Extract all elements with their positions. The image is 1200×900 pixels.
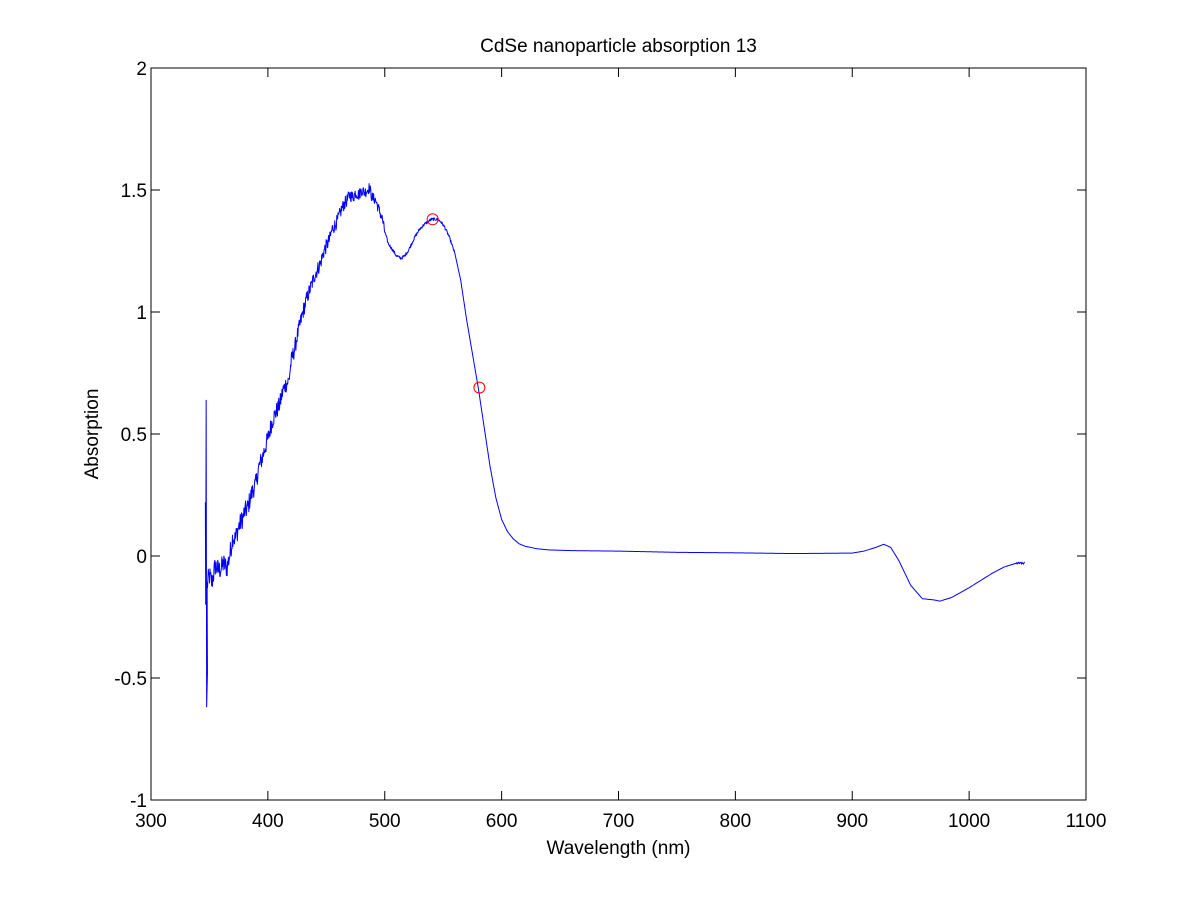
y-tick-label: -0.5 <box>114 669 147 690</box>
x-tick-label: 300 <box>135 811 167 832</box>
y-tick-label: 1 <box>136 303 147 324</box>
peak-marker <box>473 381 486 394</box>
axes-box <box>150 67 1087 801</box>
ticks-layer: 300 400 500 600 700 800 900 1000 1100 -1 -0.5 0 0.5 1… <box>114 59 1106 832</box>
chart-title: CdSe nanoparticle absorption 13 <box>480 36 757 57</box>
x-tick-label: 800 <box>720 811 752 832</box>
spectrum-spikes <box>204 399 208 708</box>
y-tick-label: 2 <box>136 59 147 80</box>
x-tick-label: 700 <box>603 811 635 832</box>
y-tick-label: 0 <box>136 547 147 568</box>
x-tick-label: 500 <box>369 811 401 832</box>
x-tick-label: 600 <box>486 811 518 832</box>
peak-marker <box>426 213 439 226</box>
y-axis-label: Absorption <box>82 389 103 480</box>
marker-layer <box>426 213 486 394</box>
y-tick-label: 1.5 <box>121 181 147 202</box>
x-tick-label: 400 <box>252 811 284 832</box>
x-tick-label: 1000 <box>948 811 990 832</box>
data-layer <box>204 183 1025 708</box>
plot-area: 300 400 500 600 700 800 900 1000 1100 -1 -0.5 0 0.5 1… <box>114 59 1106 832</box>
y-tick-label: -1 <box>130 791 147 812</box>
x-tick-label: 1100 <box>1066 811 1107 832</box>
y-tick-label: 0.5 <box>121 425 147 446</box>
spectrum-line <box>206 183 1025 602</box>
x-axis-label: Wavelength (nm) <box>547 838 691 859</box>
x-tick-label: 900 <box>836 811 868 832</box>
